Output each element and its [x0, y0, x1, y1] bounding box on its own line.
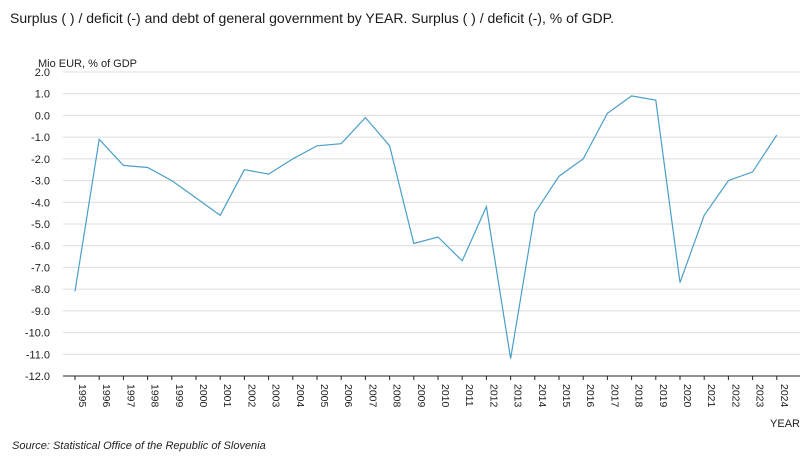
y-tick-label: -9.0 [31, 306, 50, 318]
data-point[interactable] [459, 258, 465, 264]
y-tick-label: 0.0 [35, 110, 50, 122]
series-line [74, 95, 778, 359]
data-point[interactable] [774, 132, 780, 138]
x-tick-label: 2007 [366, 384, 378, 408]
source-note: Source: Statistical Office of the Republ… [12, 440, 266, 452]
x-tick-label: 1999 [173, 384, 185, 408]
x-tick-label: 2017 [608, 384, 620, 408]
y-tick-label: -5.0 [31, 219, 50, 231]
chart-title: Surplus ( ) / deficit (-) and debt of ge… [10, 10, 615, 26]
y-tick-label: -1.0 [31, 132, 50, 144]
y-tick-label: -12.0 [25, 371, 50, 383]
y-tick-label: -11.0 [26, 349, 50, 361]
x-tick-label: 2005 [318, 384, 330, 408]
data-point[interactable] [96, 136, 102, 142]
x-tick-label: 2024 [778, 384, 790, 408]
x-tick-label: 2003 [270, 384, 282, 408]
x-tick-label: 2002 [245, 384, 257, 408]
x-tick-label: 2000 [197, 384, 209, 408]
x-axis-label: YEAR [770, 418, 800, 430]
x-tick-label: 2008 [391, 384, 403, 408]
data-point[interactable] [556, 173, 562, 179]
y-tick-label: -3.0 [31, 176, 50, 188]
x-tick-labels: 1995 1996 1997 1998 1999 2000 2001 2002 2003 2004… [74, 376, 790, 408]
x-tick-label: 1997 [124, 384, 136, 408]
data-point[interactable] [120, 162, 126, 168]
x-tick-label: 2014 [536, 384, 548, 408]
x-tick-label: 2020 [681, 384, 693, 408]
data-point[interactable] [435, 234, 441, 240]
x-tick-label: 2006 [342, 384, 354, 408]
data-point[interactable] [653, 97, 659, 103]
x-tick-label: 2004 [294, 384, 306, 408]
x-tick-label: 2019 [657, 384, 669, 408]
data-point[interactable] [411, 241, 417, 247]
x-tick-label: 1996 [100, 384, 112, 408]
y-tick-label: -7.0 [31, 262, 50, 274]
x-tick-label: 1998 [149, 384, 161, 408]
y-tick-label: 1.0 [35, 89, 50, 101]
data-point[interactable] [701, 212, 707, 218]
x-tick-label: 2015 [560, 384, 572, 408]
data-point[interactable] [750, 169, 756, 175]
series-lines [72, 93, 780, 362]
x-tick-label: 2022 [729, 384, 741, 408]
data-point[interactable] [532, 210, 538, 216]
y-tick-label: -2.0 [31, 154, 50, 166]
x-tick-label: 2021 [705, 384, 717, 408]
x-tick-label: 2016 [584, 384, 596, 408]
y-tick-label: -6.0 [31, 241, 50, 253]
x-tick-label: 2009 [415, 384, 427, 408]
x-tick-label: 2013 [512, 384, 524, 408]
grid-lines [63, 71, 800, 377]
y-tick-label: -10.0 [25, 328, 50, 340]
data-point[interactable] [72, 288, 78, 294]
data-point[interactable] [580, 156, 586, 162]
data-point[interactable] [241, 167, 247, 173]
data-point[interactable] [508, 356, 514, 362]
x-tick-label: 1995 [76, 384, 88, 408]
y-tick-labels: 2.0 1.0 0.0 -1.0 -2.0 -3.0 -4.0 -5.0 -6.0 -7.0 -8.… [25, 67, 50, 383]
data-point[interactable] [604, 110, 610, 116]
data-point[interactable] [217, 212, 223, 218]
y-axis-label: Mio EUR, % of GDP [38, 58, 138, 70]
y-tick-label: -4.0 [31, 197, 50, 209]
x-tick-label: 2011 [463, 384, 475, 407]
data-point[interactable] [145, 165, 151, 171]
x-tick-label: 2001 [221, 384, 233, 408]
x-tick-label: 2023 [754, 384, 766, 408]
data-point[interactable] [338, 141, 344, 147]
data-point[interactable] [290, 156, 296, 162]
data-point[interactable] [193, 195, 199, 201]
data-point[interactable] [725, 178, 731, 184]
y-tick-label: 2.0 [35, 67, 50, 79]
data-point[interactable] [629, 93, 635, 99]
data-point[interactable] [169, 178, 175, 184]
data-point[interactable] [314, 143, 320, 149]
y-tick-label: -8.0 [31, 284, 50, 296]
x-tick-label: 2012 [487, 384, 499, 408]
x-tick-label: 2010 [439, 384, 451, 408]
x-tick-label: 2018 [633, 384, 645, 408]
data-point[interactable] [483, 204, 489, 210]
data-point[interactable] [677, 280, 683, 286]
data-point[interactable] [387, 143, 393, 149]
data-point[interactable] [362, 115, 368, 121]
data-point[interactable] [266, 171, 272, 177]
